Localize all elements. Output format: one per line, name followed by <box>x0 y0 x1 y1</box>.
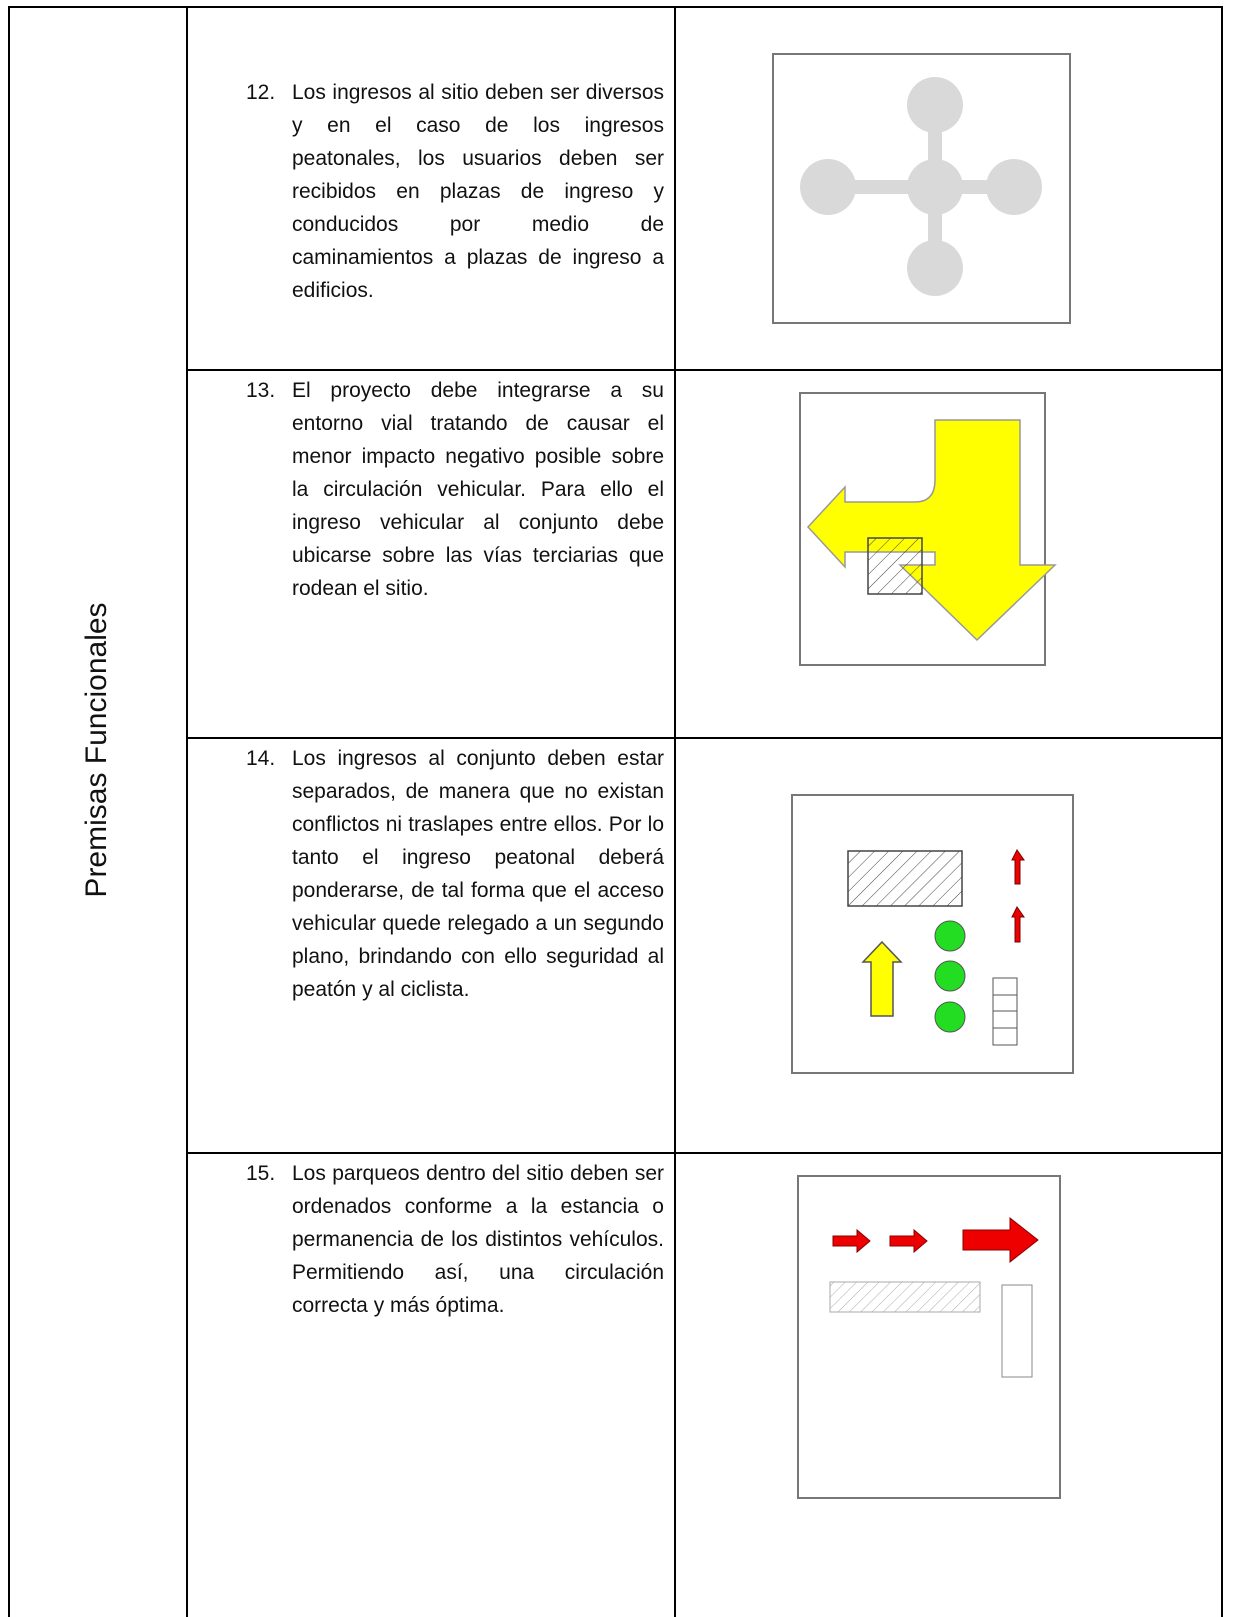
item-number: 13. <box>246 379 276 402</box>
icon-parqueos <box>797 1175 1061 1499</box>
border <box>1221 6 1223 1617</box>
icon-vial <box>799 392 1057 666</box>
item-number: 12. <box>246 81 276 104</box>
border <box>186 1152 1223 1154</box>
item-text: Los parqueos dentro del sitio deben ser … <box>292 1162 664 1317</box>
item-number: 15. <box>246 1162 276 1185</box>
item-text: Los ingresos al conjunto deben estar sep… <box>292 747 664 1001</box>
border <box>8 6 10 1617</box>
border <box>186 369 1223 371</box>
icon-ingresos <box>791 794 1074 1074</box>
border <box>186 6 188 1617</box>
border <box>8 6 1223 8</box>
item-text: El proyecto debe integrarse a su entorno… <box>292 379 664 600</box>
border <box>674 6 676 1617</box>
item-number: 14. <box>246 747 276 770</box>
item-text: Los ingresos al sitio deben ser diversos… <box>292 81 664 302</box>
icon-plazas <box>772 53 1071 324</box>
border <box>186 737 1223 739</box>
